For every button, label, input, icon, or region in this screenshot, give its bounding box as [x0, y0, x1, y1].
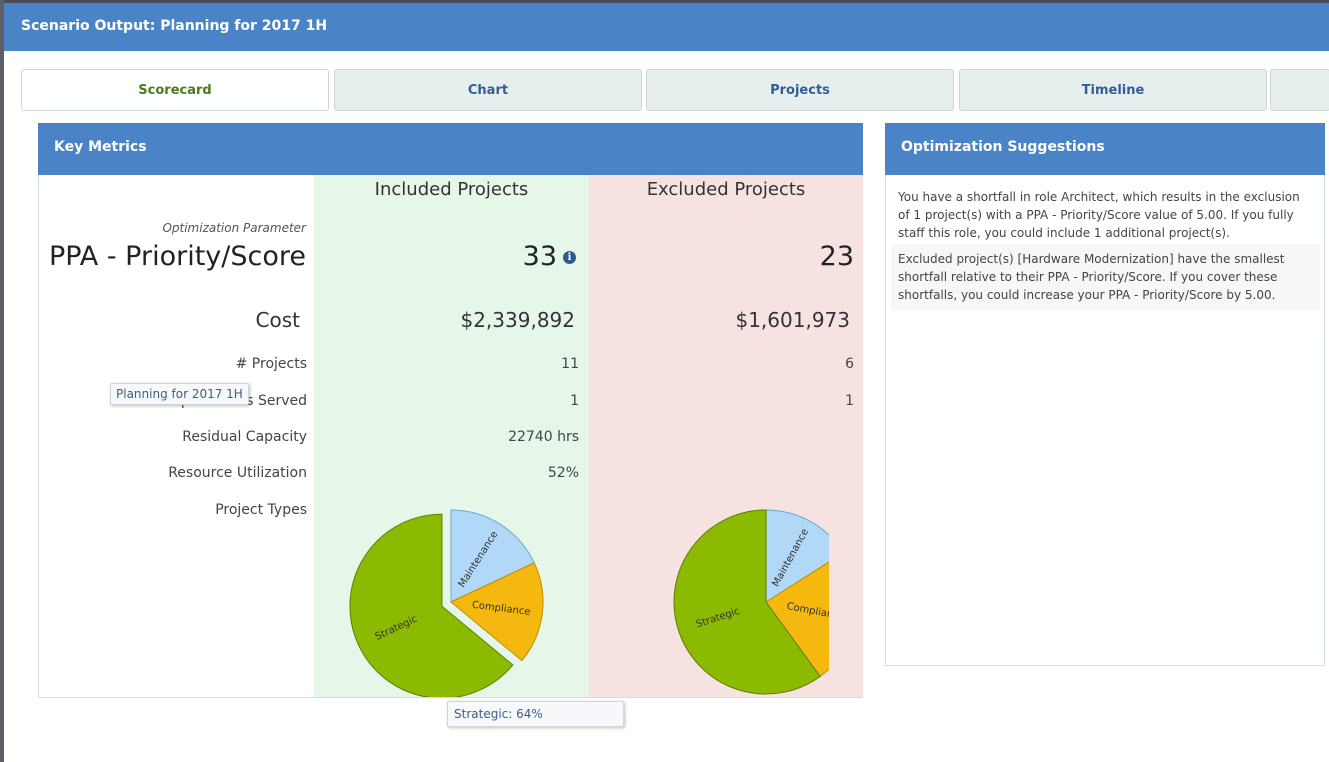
projects-label: # Projects — [235, 356, 307, 372]
slice-tooltip: Strategic: 64% — [447, 701, 624, 727]
tab-projects[interactable]: Projects — [646, 69, 954, 111]
parameter-name: PPA - Priority/Score — [48, 241, 306, 272]
info-icon[interactable]: i — [563, 251, 576, 264]
tab-scorecard[interactable]: Scorecard — [21, 69, 329, 111]
tab-timeline[interactable]: Timeline — [959, 69, 1267, 111]
departments-excluded: 1 — [845, 393, 854, 409]
included-projects-title: Included Projects — [374, 179, 529, 200]
pie-slice-compliance[interactable] — [765, 553, 829, 678]
tab-more[interactable] — [1270, 69, 1329, 111]
parameter-included-number: 33 — [522, 241, 557, 272]
residual-capacity-label: Residual Capacity — [182, 429, 307, 445]
pie-slice-maintenance[interactable] — [765, 509, 829, 603]
cost-excluded: $1,601,973 — [735, 308, 850, 332]
tab-chart[interactable]: Chart — [334, 69, 642, 111]
pie-slice-strategic[interactable] — [673, 509, 821, 695]
optimization-suggestions-header: Optimization Suggestions — [885, 123, 1325, 175]
optimization-parameter-label: Optimization Parameter — [162, 221, 306, 235]
window-title-bar: Scenario Output: Planning for 2017 1H — [4, 0, 1329, 51]
key-metrics-header: Key Metrics — [38, 123, 863, 175]
excluded-projects-title: Excluded Projects — [646, 179, 806, 200]
tab-bar: Scorecard Chart Projects Timeline — [21, 69, 1329, 111]
parameter-excluded-value: 23 — [819, 241, 854, 272]
key-metrics-body: Included Projects Excluded Projects Opti… — [38, 175, 863, 698]
resource-utilization-label: Resource Utilization — [168, 465, 307, 481]
cost-label: Cost — [255, 308, 300, 332]
project-types-label: Project Types — [215, 502, 307, 518]
pie-slice-maintenance[interactable] — [450, 509, 535, 603]
parameter-included-value: 33 i — [523, 241, 576, 272]
pie-slice-compliance[interactable] — [450, 562, 544, 662]
cost-included: $2,339,892 — [460, 308, 575, 332]
suggestion-item: You have a shortfall in role Architect, … — [898, 190, 1300, 240]
residual-capacity-included: 22740 hrs — [508, 429, 579, 445]
pie-slice-strategic[interactable] — [349, 513, 514, 697]
scenario-tooltip: Planning for 2017 1H — [110, 383, 249, 405]
resource-utilization-included: 52% — [547, 465, 579, 481]
projects-included: 11 — [561, 356, 579, 372]
optimization-suggestions-body: You have a shortfall in role Architect, … — [885, 175, 1325, 666]
departments-included: 1 — [570, 393, 579, 409]
projects-excluded: 6 — [845, 356, 854, 372]
suggestion-item: Excluded project(s) [Hardware Modernizat… — [891, 244, 1320, 310]
window-title: Scenario Output: Planning for 2017 1H — [21, 18, 328, 34]
